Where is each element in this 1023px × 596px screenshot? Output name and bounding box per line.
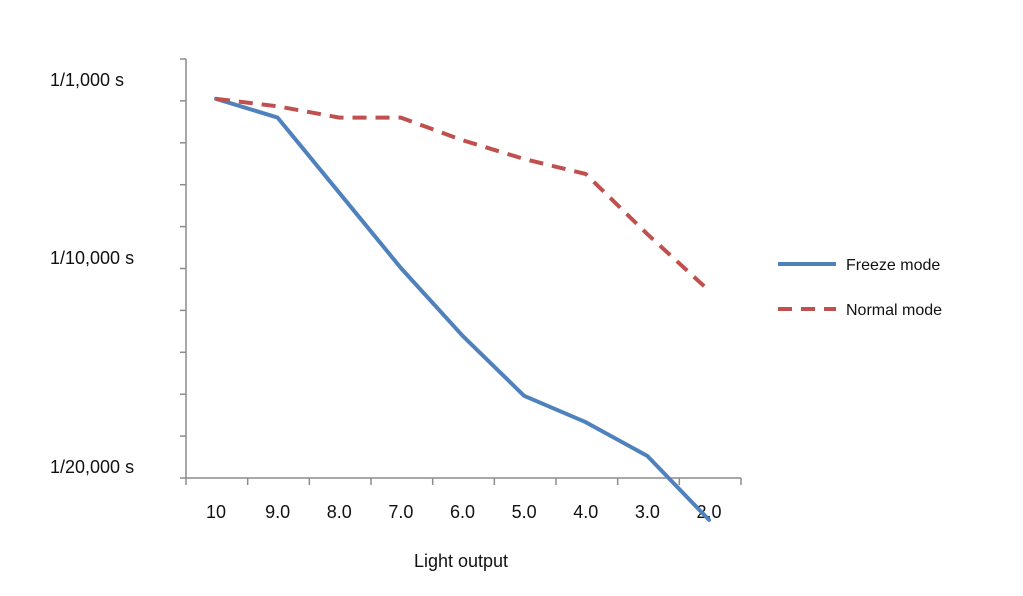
series-line-normal-mode [215,96,711,293]
x-tick-label: 9.0 [265,502,290,522]
x-tick-label: 4.0 [573,502,598,522]
x-tick-label: 6.0 [450,502,475,522]
legend-label: Freeze mode [846,257,940,274]
axes [185,59,741,479]
x-axis-title: Light output [414,551,508,571]
x-tick-label: 7.0 [388,502,413,522]
x-tick-label: 5.0 [512,502,537,522]
series-layer [214,96,711,522]
legend: Freeze mode Normal mode [778,257,942,319]
y-tick-label: 1/20,000 s [50,457,134,477]
y-axis-ticks: 1/1,000 s 1/10,000 s 1/20,000 s [50,58,186,479]
series-line-freeze-mode [214,96,711,522]
x-tick-label: 2.0 [696,502,721,522]
x-axis-ticks: 10 9.0 8.0 7.0 6.0 5.0 4.0 3.0 2.0 [185,478,742,522]
x-tick-label: 8.0 [327,502,352,522]
x-tick-label: 3.0 [635,502,660,522]
legend-label: Normal mode [846,302,942,319]
x-tick-label: 10 [206,502,226,522]
y-tick-label: 1/10,000 s [50,248,134,268]
y-tick-label: 1/1,000 s [50,70,124,90]
